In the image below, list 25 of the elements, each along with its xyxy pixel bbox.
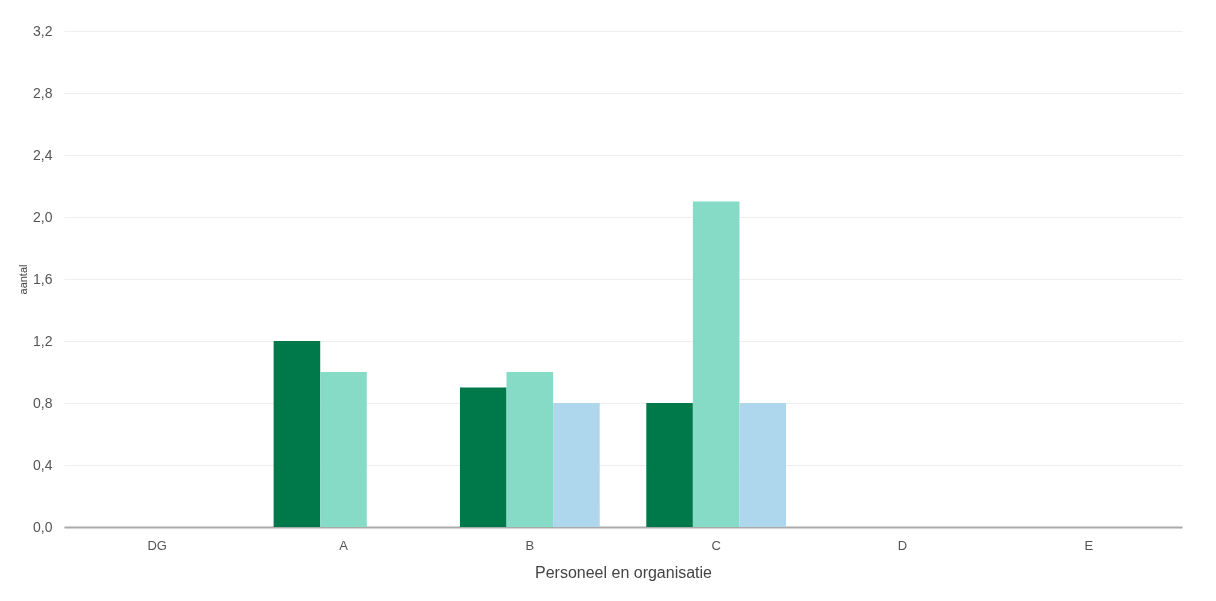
y-tick-label: 0,8	[33, 394, 53, 411]
x-tick-label: C	[711, 537, 721, 553]
bar	[506, 372, 554, 527]
bar	[320, 372, 367, 527]
x-tick-label: D	[897, 537, 908, 553]
y-tick-label: 3,2	[33, 22, 53, 39]
y-axis-title: aantal	[17, 264, 30, 295]
bar	[739, 403, 787, 527]
y-tick-label: 0,0	[33, 518, 53, 535]
x-axis-title: Personeel en organisatie	[534, 563, 713, 581]
bar	[273, 341, 321, 527]
y-tick-label: 2,4	[33, 146, 53, 163]
bar	[692, 201, 740, 527]
y-tick-label: 2,8	[33, 84, 53, 101]
x-tick-label: B	[525, 537, 535, 553]
x-tick-label: DG	[147, 537, 167, 553]
bar	[646, 403, 693, 527]
y-tick-label: 1,6	[33, 270, 53, 287]
bar	[553, 403, 600, 527]
x-tick-label: A	[339, 537, 349, 553]
y-tick-label: 1,2	[33, 332, 53, 349]
bar	[459, 387, 507, 527]
y-tick-label: 0,4	[33, 456, 53, 473]
y-tick-label: 2,0	[33, 208, 53, 225]
x-tick-label: E	[1084, 537, 1094, 553]
